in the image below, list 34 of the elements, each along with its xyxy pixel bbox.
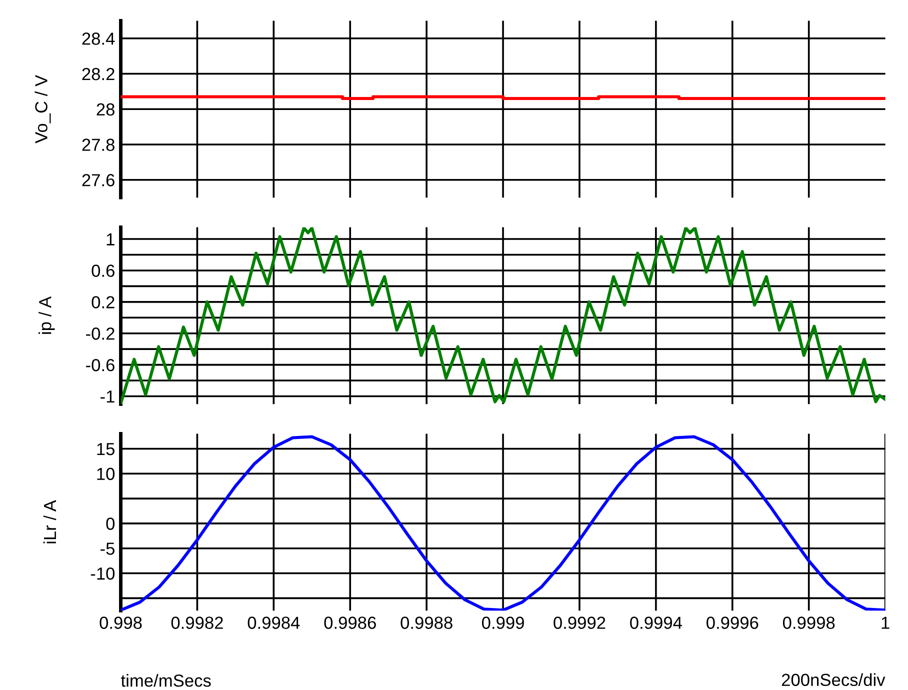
- x-tick-label: 0.9986: [324, 616, 376, 629]
- y-tick-label: -10: [90, 567, 115, 580]
- y-tick-label: -0.6: [86, 358, 114, 372]
- y-tick-label: 28: [96, 103, 114, 116]
- y-tick-label: 28.2: [82, 68, 114, 80]
- y-tick-label: -0.2: [86, 328, 114, 340]
- y-tick-label: 27.6: [82, 174, 114, 186]
- y-tick-label: -1: [100, 390, 114, 403]
- y-tick-label: 0.2: [92, 296, 114, 308]
- y-axis-title: ip / A: [38, 296, 55, 334]
- x-tick-label: 0.9996: [706, 616, 758, 629]
- y-tick-label: 10: [97, 468, 115, 480]
- x-axis-title: time/mSecs: [121, 674, 211, 687]
- x-tick-label: 0.9988: [400, 616, 452, 629]
- x-tick-label: 0.999: [482, 616, 524, 629]
- x-tick-label: 0.9984: [248, 616, 300, 629]
- x-tick-label: 0.9992: [554, 616, 606, 629]
- y-axis-title: Vo_C / V: [34, 74, 51, 144]
- y-tick-label: 27.8: [82, 138, 114, 151]
- y-tick-label: 1: [106, 233, 114, 246]
- x-tick-label: 0.9994: [630, 616, 682, 629]
- x-tick-label: 0.9998: [782, 616, 835, 629]
- line-series: [120, 435, 886, 611]
- x-tick-label: 0.998: [100, 616, 142, 629]
- y-axis-title: iLr / A: [43, 500, 56, 544]
- y-tick-label: -5: [100, 542, 114, 555]
- x-tick-label: 1: [882, 616, 890, 629]
- y-tick-label: 15: [97, 443, 114, 456]
- x-tick-label: 0.9982: [171, 616, 223, 629]
- y-tick-label: 0: [106, 518, 115, 530]
- y-tick-label: 28.4: [82, 32, 115, 45]
- text: 200nSecs/div: [782, 673, 886, 686]
- line-series: [120, 227, 886, 404]
- y-tick-label: 0.6: [92, 264, 114, 277]
